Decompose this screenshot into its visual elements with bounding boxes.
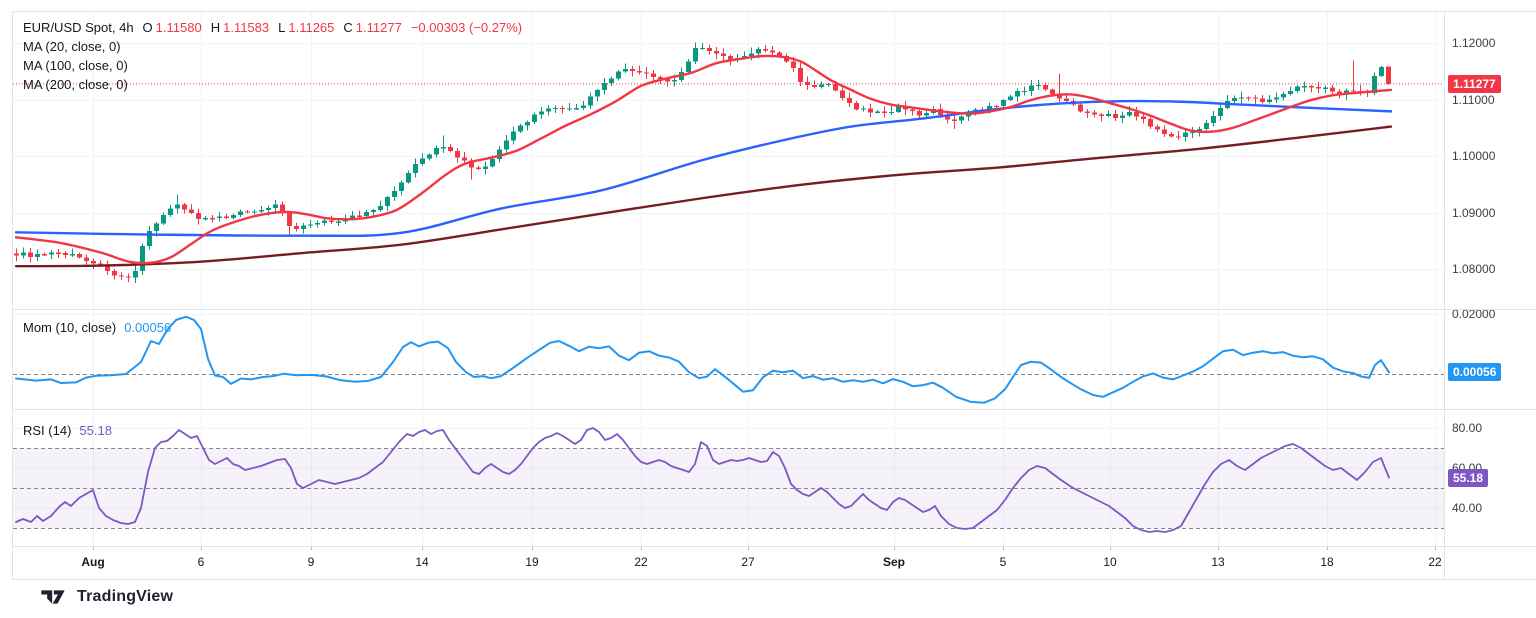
momentum-axis[interactable]: 0.02000 0.00056 — [1445, 307, 1536, 409]
time-axis-label: 9 — [307, 555, 315, 569]
pane-separator — [13, 546, 1536, 547]
ma200-legend-row[interactable]: MA (200, close, 0) — [23, 75, 522, 94]
time-tick-mark — [1327, 546, 1328, 550]
axis-tick-label: 1.10000 — [1452, 149, 1496, 163]
ohlc-low-label: L — [278, 20, 286, 35]
change-value: −0.00303 (−0.27%) — [410, 20, 523, 35]
ma20-label: MA (20, close, 0) — [23, 39, 121, 54]
momentum-label: Mom (10, close) — [23, 320, 117, 335]
axis-tick-label: 1.11000 — [1452, 92, 1495, 107]
time-axis-label: Sep — [882, 555, 906, 569]
ma20-legend-row[interactable]: MA (20, close, 0) — [23, 37, 522, 56]
ohlc-low-value: 1.11265 — [288, 20, 335, 35]
time-tick-mark — [93, 546, 94, 550]
momentum-legend: Mom (10, close) 0.00056 — [23, 318, 171, 337]
time-tick-mark — [748, 546, 749, 550]
ma20-line — [14, 54, 1393, 265]
momentum-value: 0.00056 — [124, 320, 172, 335]
axis-tick-label: 1.08000 — [1452, 262, 1496, 276]
tradingview-attribution[interactable]: TradingView — [38, 583, 173, 611]
ohlc-high-label: H — [210, 20, 221, 35]
time-tick-mark — [1110, 546, 1111, 550]
momentum-legend-row[interactable]: Mom (10, close) 0.00056 — [23, 318, 171, 337]
tradingview-brand-text: TradingView — [77, 588, 174, 605]
time-tick-mark — [894, 546, 895, 550]
ohlc-open-value: 1.11580 — [155, 20, 202, 35]
symbol-title: EUR/USD Spot, 4h — [23, 20, 134, 35]
ma100-line — [14, 99, 1393, 238]
momentum-pane[interactable]: Mom (10, close) 0.00056 — [13, 309, 1444, 409]
tradingview-logo-icon — [41, 590, 65, 604]
momentum-line — [15, 315, 1390, 404]
time-tick-mark — [1218, 546, 1219, 550]
time-tick-mark — [1003, 546, 1004, 550]
time-tick-mark — [641, 546, 642, 550]
time-axis-label: 5 — [999, 555, 1007, 569]
axis-tick-label: 1.12000 — [1452, 36, 1496, 50]
momentum-chart-canvas[interactable] — [13, 309, 1444, 409]
time-axis-label: 10 — [1103, 555, 1117, 569]
ma100-label: MA (100, close, 0) — [23, 58, 128, 73]
ohlc-close-label: C — [343, 20, 353, 35]
ma100-legend-row[interactable]: MA (100, close, 0) — [23, 56, 522, 75]
time-axis-label: 18 — [1320, 555, 1334, 569]
rsi-legend: RSI (14) 55.18 — [23, 421, 112, 440]
ohlc-close-value: 1.11277 — [355, 20, 402, 35]
time-tick-mark — [532, 546, 533, 550]
momentum-value-badge: 0.00056 — [1448, 363, 1502, 382]
time-axis-label: Aug — [81, 555, 105, 569]
axis-tick-label: 0.02000 — [1452, 307, 1496, 321]
symbol-legend-row[interactable]: EUR/USD Spot, 4h O 1.11580 H 1.11583 L 1.11265… — [23, 18, 522, 37]
time-tick-mark — [201, 546, 202, 550]
price-legend: EUR/USD Spot, 4h O 1.11580 H 1.11583 L 1.11265… — [23, 18, 522, 94]
ma200-label: MA (200, close, 0) — [23, 77, 128, 92]
pane-separator[interactable] — [13, 409, 1536, 410]
axis-tick-label: 1.09000 — [1452, 205, 1496, 220]
ohlc-open-label: O — [142, 20, 153, 35]
rsi-legend-row[interactable]: RSI (14) 55.18 — [23, 421, 112, 440]
rsi-pane[interactable]: RSI (14) 55.18 — [13, 409, 1444, 546]
time-tick-mark — [1435, 546, 1436, 550]
rsi-value: 55.18 — [79, 423, 112, 438]
ma200-line — [14, 125, 1393, 268]
pane-separator[interactable] — [13, 309, 1536, 310]
rsi-label: RSI (14) — [23, 423, 72, 438]
time-tick-mark — [422, 546, 423, 550]
time-axis-label: 22 — [1428, 555, 1442, 569]
ohlc-high-value: 1.11583 — [223, 20, 270, 35]
rsi-line — [15, 427, 1390, 533]
time-axis-label: 19 — [525, 555, 539, 569]
time-axis-label: 6 — [197, 555, 205, 569]
time-axis-label: 13 — [1211, 555, 1225, 569]
current-price-badge: 1.11277 — [1448, 74, 1501, 93]
price-axis[interactable]: 1.12000 1.11000 1.10000 1.09000 1.08000 1.112… — [1445, 12, 1536, 309]
axis-separator — [1444, 12, 1445, 579]
time-axis-label: 22 — [634, 555, 648, 569]
time-tick-mark — [311, 546, 312, 550]
axis-tick-label: 40.00 — [1452, 501, 1483, 515]
rsi-chart-canvas[interactable] — [13, 409, 1444, 546]
gridlines — [13, 12, 1444, 309]
time-axis[interactable]: Aug 6 9 14 19 22 27 Sep 5 10 13 18 22 — [13, 546, 1444, 579]
price-pane[interactable]: EUR/USD Spot, 4h O 1.11580 H 1.11583 L 1.11265… — [13, 12, 1444, 309]
gridlines — [13, 309, 1444, 409]
time-axis-label: 14 — [415, 555, 429, 569]
chart-widget: EUR/USD Spot, 4h O 1.11580 H 1.11583 L 1.11265… — [12, 11, 1536, 580]
price-chart-canvas[interactable] — [13, 12, 1444, 309]
time-axis-label: 27 — [741, 555, 755, 569]
rsi-value-badge: 55.18 — [1448, 468, 1489, 487]
axis-tick-label: 80.00 — [1452, 421, 1483, 435]
